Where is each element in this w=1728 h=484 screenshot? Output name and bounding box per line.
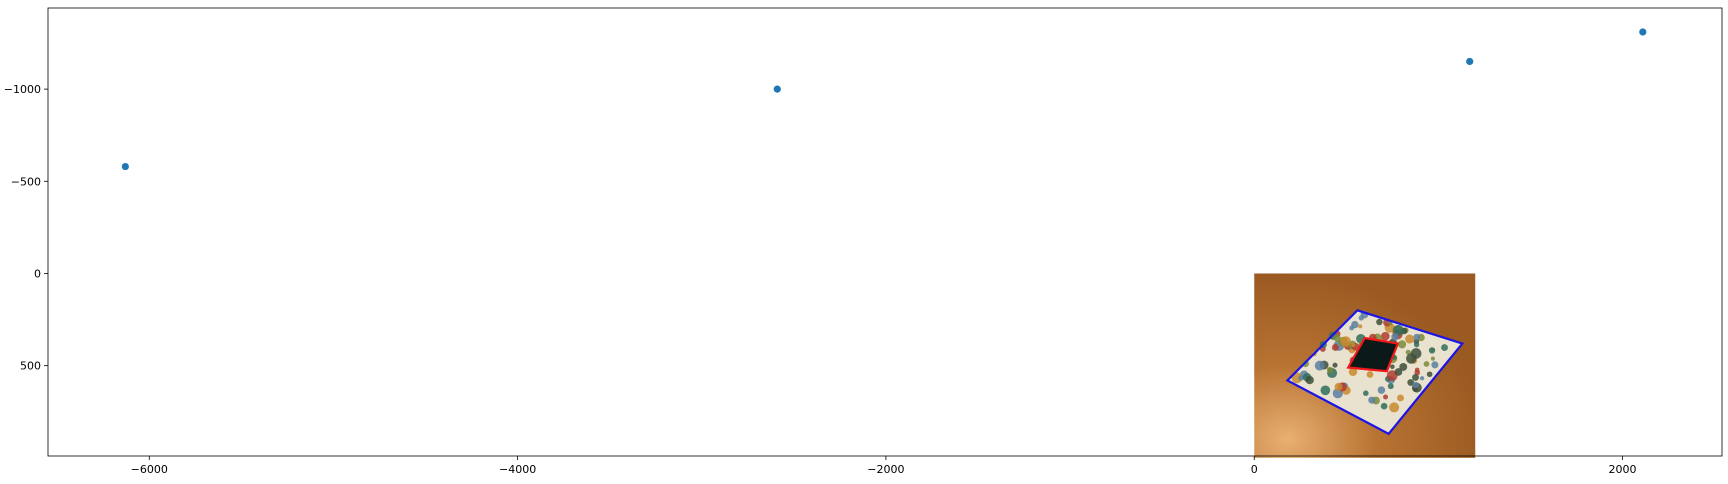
- inset-photo-figure: [1412, 381, 1419, 389]
- inset-photo-figure: [1334, 382, 1343, 391]
- inset-photo-figure: [1366, 371, 1374, 378]
- inset-photo-figure: [1349, 325, 1355, 331]
- inset-photo-figure: [1387, 383, 1394, 390]
- inset-photo-figure: [1405, 334, 1415, 344]
- inset-photo-figure: [1399, 362, 1408, 371]
- inset-photo-figure: [1428, 347, 1436, 354]
- inset-photo-figure: [1377, 386, 1386, 394]
- inset-photo-figure: [1407, 379, 1415, 386]
- inset-photo-figure: [1358, 324, 1363, 329]
- scatter-point: [773, 85, 781, 93]
- inset-photo-figure: [1326, 366, 1334, 373]
- inset-photo-figure: [1426, 371, 1433, 378]
- inset-photo-figure: [1381, 331, 1390, 341]
- inset-photo-figure: [1441, 344, 1448, 351]
- y-tick-label: 500: [20, 360, 41, 373]
- inset-photo-figure: [1340, 336, 1352, 347]
- inset-photo-figure: [1380, 402, 1388, 410]
- inset-photo-figure: [1389, 402, 1400, 413]
- inset-photo-figure: [1412, 386, 1418, 392]
- inset-photo-figure: [1423, 361, 1430, 367]
- inset-photo-figure: [1412, 373, 1419, 381]
- inset-photo-figure: [1414, 367, 1420, 373]
- scatter-point: [1466, 57, 1474, 66]
- x-tick-label: 2000: [1609, 463, 1637, 476]
- inset-photo-figure: [1298, 375, 1304, 381]
- inset-photo-figure: [1419, 376, 1425, 381]
- inset-photo-figure: [1363, 390, 1369, 396]
- inset-photo-figure: [1413, 341, 1420, 348]
- inset-inner-quad: [1346, 336, 1400, 373]
- inset-photo-figure: [1348, 367, 1358, 377]
- scatter-point: [1639, 28, 1647, 36]
- y-tick-label: 0: [34, 267, 41, 280]
- inset-photo-figure: [1358, 315, 1364, 321]
- inset-photo-figure: [1430, 356, 1436, 361]
- inset-photo-figure: [1376, 318, 1383, 326]
- inset-photo-figure: [1397, 394, 1404, 402]
- inset-photo-figure: [1413, 333, 1421, 341]
- x-tick-label: −2000: [867, 463, 904, 476]
- inset-outer-quad: [1285, 309, 1465, 436]
- inset-photo-figure: [1305, 375, 1314, 385]
- inset-photo-figure: [1394, 368, 1403, 376]
- inset-photo-figure: [1391, 332, 1399, 341]
- y-tick-label: −500: [11, 175, 41, 188]
- x-tick-label: 0: [1251, 463, 1258, 476]
- inset-photo-figure: [1314, 360, 1325, 371]
- inset-photo-figure: [1320, 385, 1331, 396]
- inset-photo-figure: [1406, 353, 1417, 364]
- inset-photo-figure: [1368, 396, 1376, 404]
- axes-frame: [47, 7, 1723, 457]
- x-tick-label: −6000: [131, 463, 168, 476]
- inset-photo-figure: [1431, 361, 1439, 369]
- y-tick-label: −1000: [4, 83, 41, 96]
- inset-photo-figure: [1351, 342, 1356, 348]
- x-tick-label: −4000: [499, 463, 536, 476]
- inset-photo-figure: [1383, 394, 1389, 400]
- inset-photo-figure: [1392, 324, 1404, 336]
- inset-photo-figure: [1331, 344, 1339, 351]
- inset-photo-figure: [1390, 364, 1395, 370]
- inset-photo-figure: [1332, 362, 1338, 368]
- scatter-point: [121, 162, 129, 171]
- inset-photo-figure: [1398, 340, 1407, 349]
